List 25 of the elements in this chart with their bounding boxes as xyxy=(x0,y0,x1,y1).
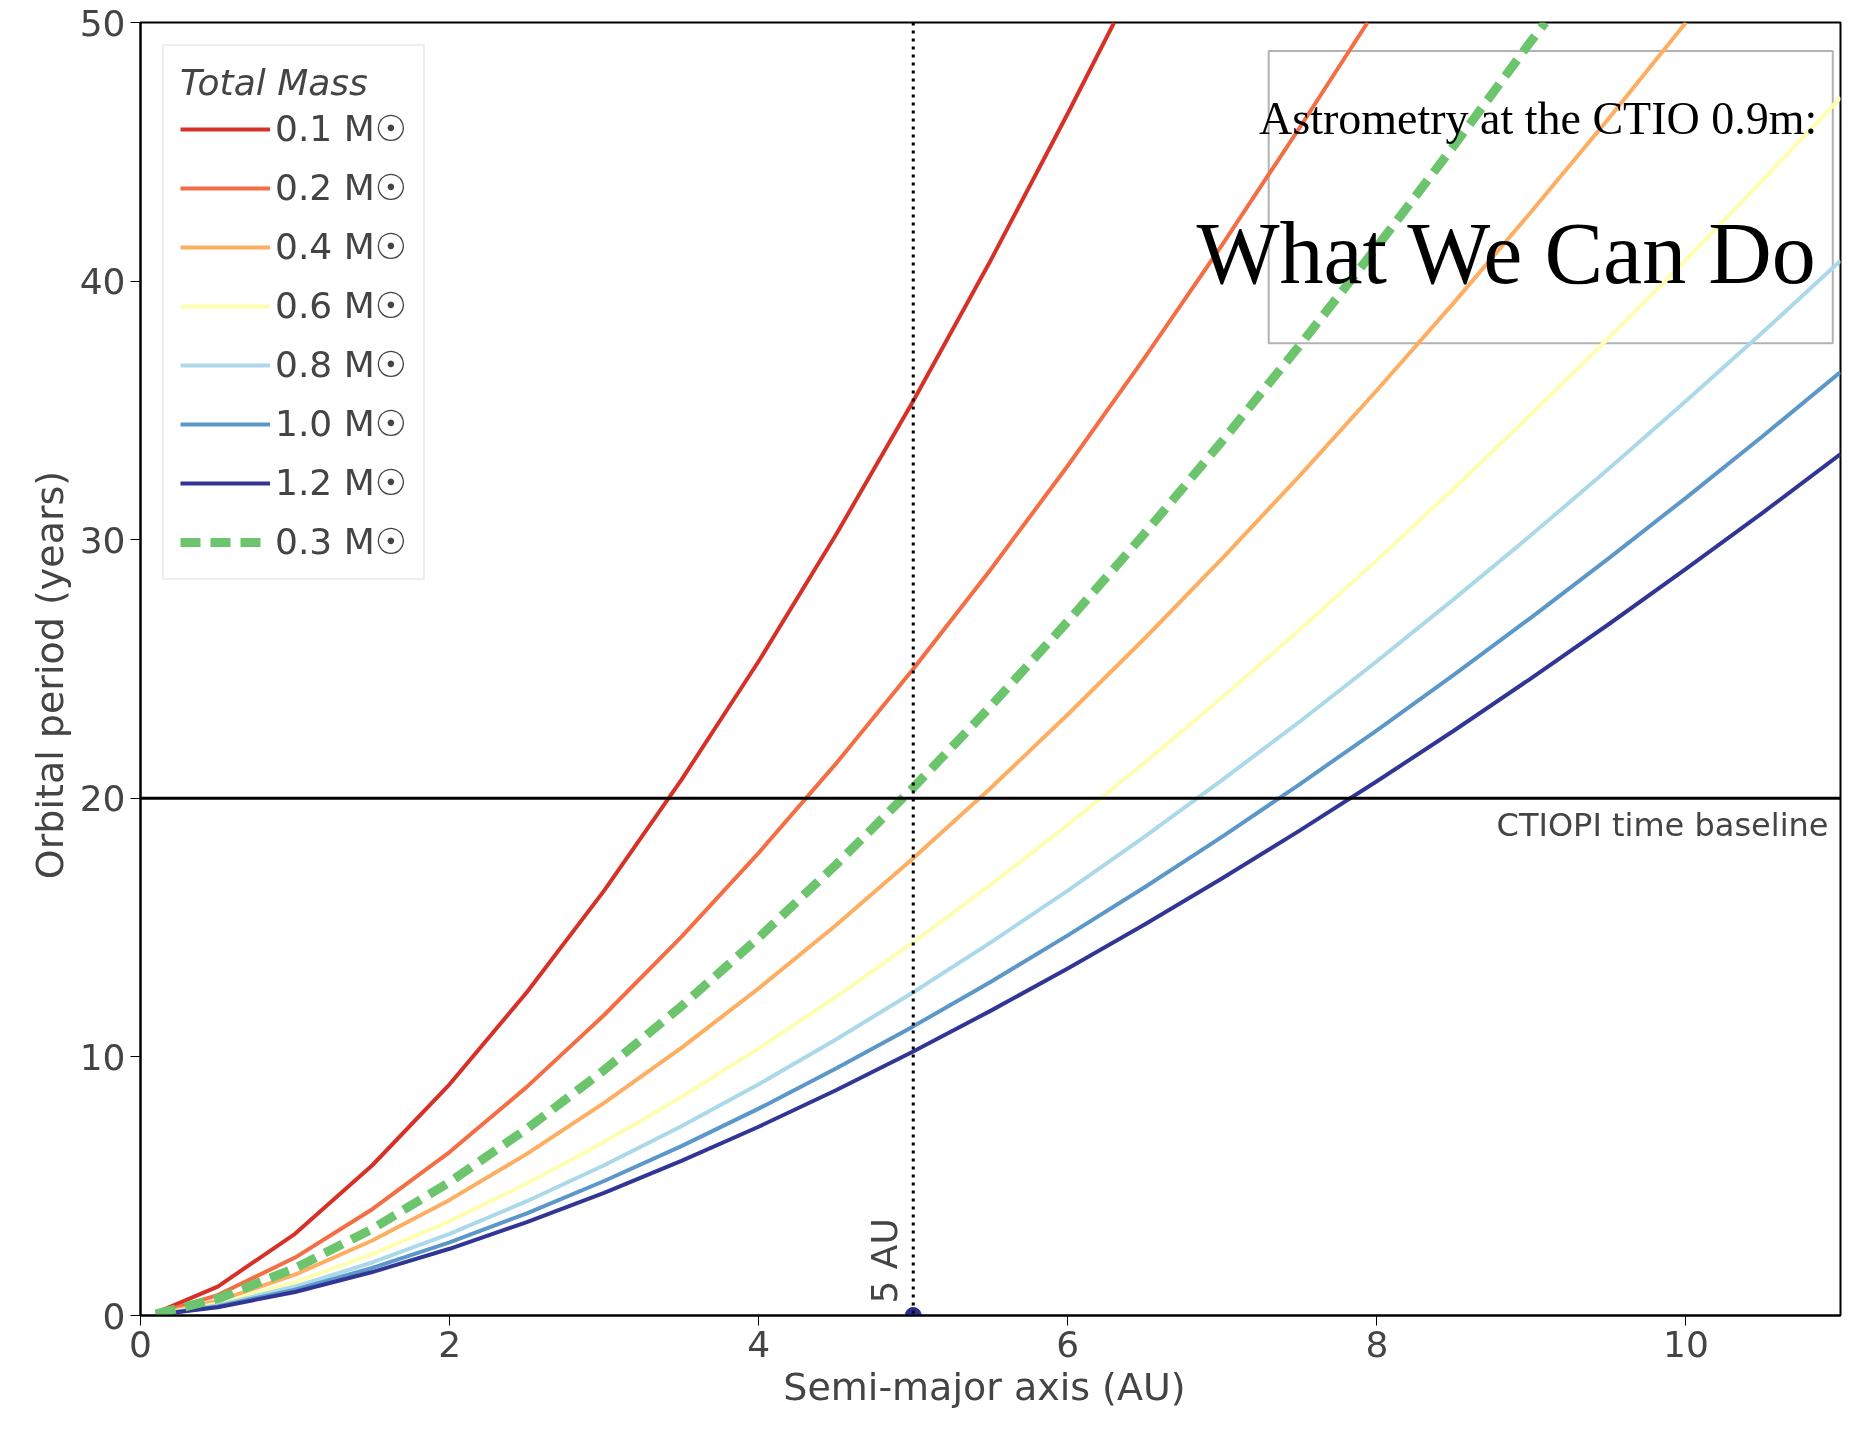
ref-line-label: 5 AU xyxy=(864,1218,906,1304)
x-tick-label: 4 xyxy=(747,1323,771,1365)
legend-label: 0.8 M☉ xyxy=(275,344,408,385)
x-tick-label: 8 xyxy=(1365,1323,1389,1365)
legend-label: 0.6 M☉ xyxy=(275,285,408,326)
legend-label: 0.1 M☉ xyxy=(275,108,408,149)
legend-title: Total Mass xyxy=(180,62,369,103)
x-tick-label: 0 xyxy=(129,1323,152,1365)
y-axis-title: Orbital period (years) xyxy=(27,470,72,880)
x-tick-label: 2 xyxy=(438,1323,462,1365)
ref-line-label: CTIOPI time baseline xyxy=(1496,806,1829,845)
y-tick-label: 30 xyxy=(79,519,126,561)
legend-label: 0.4 M☉ xyxy=(275,226,408,267)
y-tick-label: 20 xyxy=(79,778,126,820)
y-tick-label: 50 xyxy=(79,2,126,44)
x-axis-title: Semi-major axis (AU) xyxy=(783,1364,1186,1409)
legend-label: 1.0 M☉ xyxy=(275,403,408,444)
legend-label: 0.3 M☉ xyxy=(275,521,408,562)
y-tick-label: 0 xyxy=(102,1295,126,1337)
x-tick-label: 10 xyxy=(1663,1323,1709,1365)
x-tick-label: 6 xyxy=(1056,1323,1080,1365)
legend-label: 0.2 M☉ xyxy=(275,167,408,208)
y-tick-label: 10 xyxy=(79,1036,126,1078)
legend-label: 1.2 M☉ xyxy=(275,462,408,503)
y-tick-label: 40 xyxy=(79,261,126,303)
